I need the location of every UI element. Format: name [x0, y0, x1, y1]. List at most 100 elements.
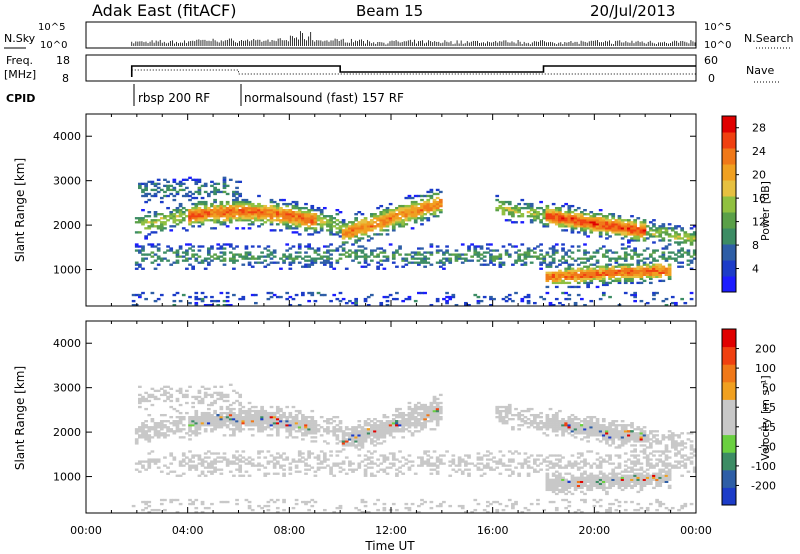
- heatmap-cell: [417, 413, 421, 417]
- heatmap-cell: [526, 472, 531, 475]
- heatmap-cell: [551, 221, 556, 224]
- heatmap-cell: [225, 500, 230, 504]
- heatmap-cell: [576, 206, 581, 210]
- heatmap-cell: [360, 510, 365, 514]
- heatmap-cell: [188, 458, 192, 461]
- heatmap-cell: [297, 452, 302, 455]
- heatmap-cell: [134, 438, 139, 441]
- heatmap-cell: [554, 480, 559, 483]
- heatmap-cell: [222, 458, 227, 461]
- heatmap-cell: [479, 456, 484, 459]
- heatmap-cell: [611, 257, 616, 260]
- heatmap-cell: [206, 450, 211, 453]
- heatmap-cell: [627, 263, 631, 266]
- heatmap-cell: [275, 424, 280, 427]
- heatmap-cell: [551, 281, 556, 285]
- heatmap-cell: [391, 420, 396, 423]
- heatmap-cell: [423, 261, 427, 264]
- heatmap-cell: [304, 426, 308, 429]
- heatmap-cell: [683, 241, 688, 244]
- heatmap-cell: [344, 227, 349, 230]
- heatmap-cell: [457, 468, 462, 471]
- heatmap-cell: [219, 411, 224, 415]
- heatmap-cell: [442, 257, 446, 260]
- heatmap-cell: [404, 420, 409, 423]
- heatmap-cell: [438, 502, 443, 506]
- heatmap-cell: [382, 428, 387, 431]
- heatmap-cell: [138, 434, 142, 437]
- heatmap-cell: [680, 265, 685, 268]
- heatmap-cell: [457, 462, 462, 465]
- heatmap-cell: [156, 247, 161, 250]
- heatmap-cell: [156, 190, 161, 194]
- heatmap-cell: [257, 219, 261, 222]
- heatmap-cell: [235, 204, 239, 208]
- heatmap-cell: [360, 446, 365, 449]
- heatmap-cell: [232, 413, 236, 417]
- heatmap-cell: [200, 418, 205, 421]
- heatmap-cell: [667, 239, 672, 242]
- heatmap-cell: [511, 460, 515, 463]
- heatmap-cell: [561, 273, 565, 276]
- heatmap-cell: [219, 415, 224, 419]
- heatmap-cell: [357, 444, 362, 447]
- heatmap-cell: [551, 472, 556, 475]
- heatmap-cell: [279, 295, 283, 299]
- heatmap-cell: [163, 498, 167, 502]
- heatmap-cell: [623, 233, 628, 236]
- heatmap-cell: [583, 500, 587, 504]
- heatmap-cell: [363, 227, 368, 230]
- heatmap-cell: [178, 202, 183, 206]
- heatmap-cell: [385, 259, 390, 262]
- heatmap-cell: [338, 245, 343, 248]
- heatmap-cell: [310, 263, 315, 266]
- heatmap-cell: [561, 478, 565, 481]
- heatmap-cell: [689, 255, 694, 258]
- heatmap-cell: [677, 255, 681, 258]
- heatmap-cell: [225, 295, 230, 299]
- heatmap-cell: [338, 225, 343, 228]
- heatmap-cell: [605, 283, 609, 287]
- heatmap-cell: [213, 426, 217, 429]
- heatmap-cell: [417, 430, 421, 433]
- heatmap-cell: [630, 221, 634, 224]
- heatmap-cell: [232, 418, 236, 421]
- heatmap-cell: [250, 202, 255, 206]
- heatmap-cell: [583, 472, 587, 475]
- heatmap-cell: [188, 295, 192, 299]
- heatmap-cell: [460, 472, 465, 475]
- heatmap-cell: [297, 261, 302, 264]
- heatmap-cell: [197, 190, 202, 194]
- heatmap-cell: [420, 198, 424, 202]
- heatmap-cell: [263, 215, 268, 218]
- heatmap-cell: [222, 215, 227, 218]
- heatmap-cell: [395, 297, 399, 301]
- heatmap-cell: [316, 430, 321, 433]
- heatmap-cell: [269, 198, 274, 202]
- heatmap-cell: [661, 257, 666, 260]
- heatmap-cell: [297, 211, 302, 214]
- heatmap-cell: [523, 458, 528, 461]
- heatmap-cell: [238, 415, 243, 419]
- heatmap-cell: [495, 508, 500, 512]
- heatmap-cell: [235, 468, 239, 471]
- heatmap-cell: [407, 508, 412, 512]
- heatmap-cell: [144, 227, 148, 230]
- heatmap-cell: [410, 251, 415, 254]
- heatmap-cell: [464, 510, 468, 514]
- heatmap-cell: [282, 422, 286, 425]
- heatmap-cell: [329, 299, 333, 303]
- heatmap-cell: [570, 271, 575, 274]
- heatmap-cell: [382, 426, 387, 429]
- heatmap-cell: [216, 415, 221, 419]
- heatmap-cell: [498, 405, 503, 409]
- heatmap-cell: [385, 420, 390, 423]
- heatmap-cell: [601, 275, 606, 279]
- heatmap-cell: [197, 249, 202, 252]
- heatmap-cell: [545, 474, 550, 477]
- heatmap-cell: [313, 217, 318, 220]
- heatmap-cell: [188, 198, 192, 202]
- heatmap-cell: [564, 291, 569, 295]
- heatmap-cell: [407, 466, 412, 469]
- heatmap-cell: [304, 432, 308, 435]
